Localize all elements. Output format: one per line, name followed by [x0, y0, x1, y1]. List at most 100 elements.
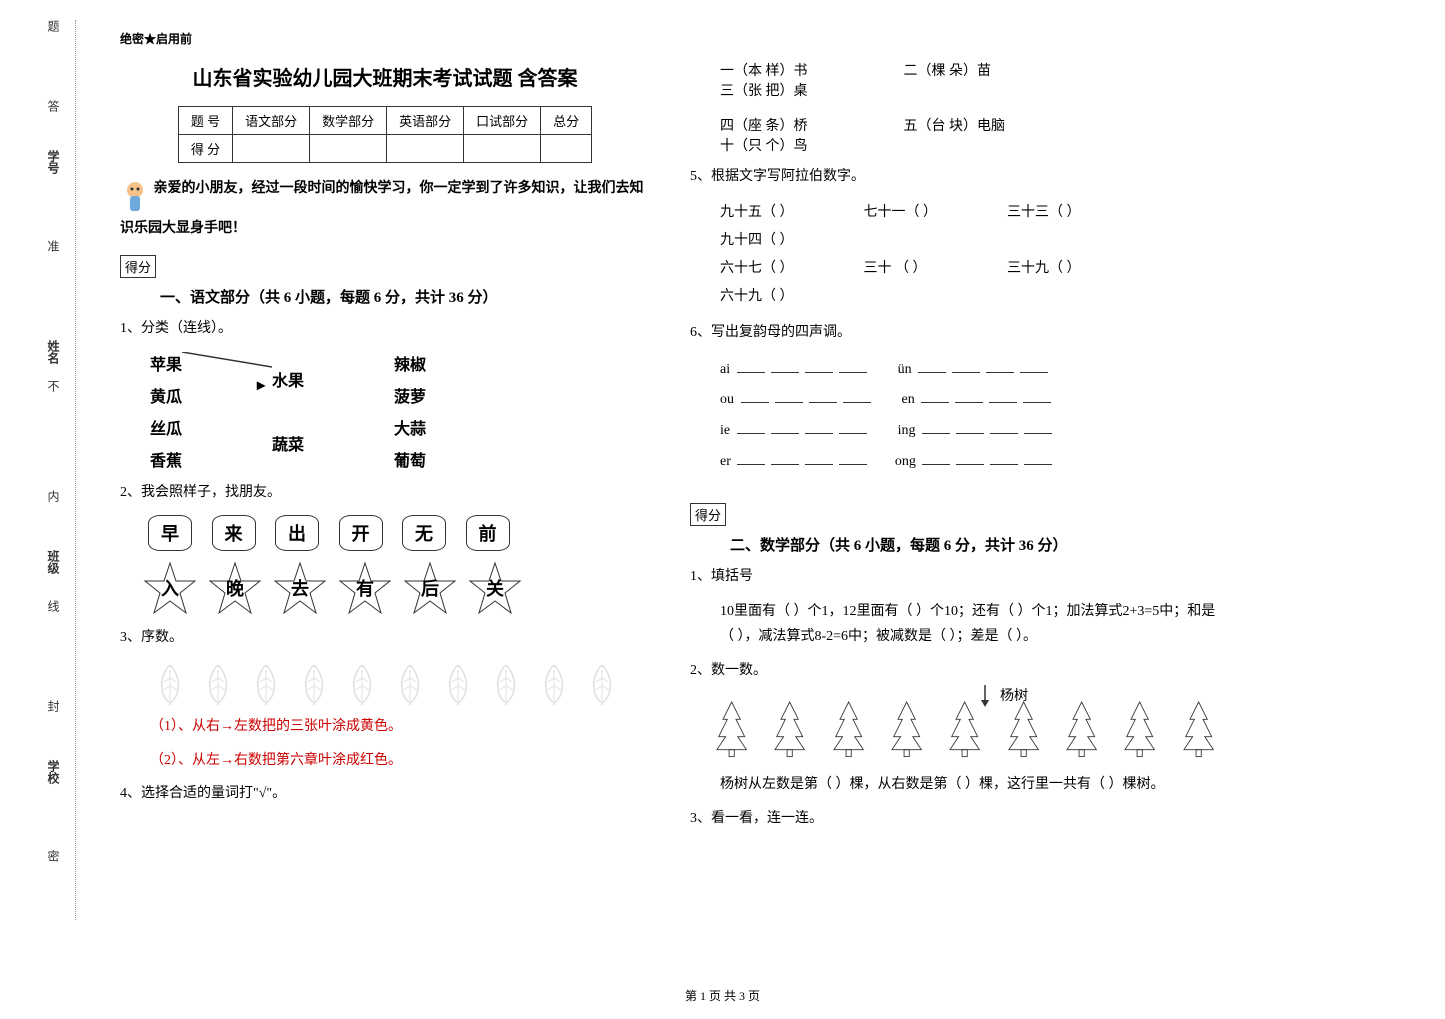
binding-margin: 题 答 学号 准 姓名 不 内 班级 线 封 学校 密 — [45, 20, 85, 920]
arrow-icon: ▸ — [257, 375, 265, 395]
num-item: 七十一（ ） — [864, 199, 1004, 227]
q1-item: 丝瓜 — [150, 415, 182, 439]
star-label: 去 — [291, 575, 309, 601]
intro-content: 亲爱的小朋友，经过一段时间的愉快学习，你一定学到了许多知识，让我们去知识乐园大显… — [120, 181, 644, 236]
binding-label: 学号 — [45, 150, 62, 174]
page-footer: 第 1 页 共 3 页 — [0, 987, 1445, 1004]
score-box-wrapper: 得分 — [120, 255, 650, 278]
blank — [805, 451, 833, 465]
table-row: 题 号 语文部分 数学部分 英语部分 口试部分 总分 — [178, 107, 591, 135]
num-item: 九十四（ ） — [720, 227, 860, 255]
q3-label: 3、序数。 — [120, 626, 650, 650]
num-item: 九十五（ ） — [720, 199, 860, 227]
star-char: 后 — [400, 561, 460, 616]
score-cell — [310, 135, 387, 163]
leaf-icon — [342, 660, 382, 705]
q2-top-row: 早 来 出 开 无 前 — [140, 515, 650, 551]
blank — [922, 420, 950, 434]
q1-item: 辣椒 — [394, 351, 426, 375]
binding-dotted-line — [75, 20, 76, 920]
q1-item: 水果 ▸ — [272, 367, 304, 391]
q2-label: 2、我会照样子，找朋友。 — [120, 481, 650, 505]
score-cell — [387, 135, 464, 163]
blank — [809, 389, 837, 403]
blank — [839, 359, 867, 373]
score-cell: 得 分 — [178, 135, 232, 163]
star-char: 关 — [465, 561, 525, 616]
blank — [805, 420, 833, 434]
pinyin-row: ie ing — [720, 416, 1220, 447]
tree-icon — [1060, 693, 1103, 763]
star-char: 去 — [270, 561, 330, 616]
tree-container: 杨树 — [690, 693, 1220, 763]
score-cell — [233, 135, 310, 163]
binding-label: 答 — [45, 100, 62, 112]
leaf-icon — [582, 660, 622, 705]
pinyin-base: ie — [720, 423, 730, 438]
secret-label: 绝密★启用前 — [120, 30, 650, 47]
star-char: 有 — [335, 561, 395, 616]
q1-mid-col: 水果 ▸ 蔬菜 — [272, 351, 304, 471]
section1-title: 一、语文部分（共 6 小题，每题 6 分，共计 36 分） — [160, 286, 650, 307]
q3-sub2: （2）、从左→右数把第六章叶涂成红色。 — [150, 749, 650, 773]
binding-label: 学校 — [45, 760, 62, 784]
q4-row2: 四（座 条）桥 五（台 块）电脑 十（只 个）鸟 — [720, 115, 1220, 155]
score-cell — [464, 135, 541, 163]
tree-icon — [710, 693, 753, 763]
tree-label: 杨树 — [1000, 685, 1028, 705]
pinyin-row: ai ün — [720, 355, 1220, 386]
blank — [990, 420, 1018, 434]
connect-line-icon — [182, 352, 272, 372]
q1-label: 1、分类（连线）。 — [120, 317, 650, 341]
blank — [771, 359, 799, 373]
tree-icon — [885, 693, 928, 763]
q5-row2: 六十七（ ） 三十 （ ） 三十九（ ） 六十九（ ） — [720, 255, 1220, 311]
measure-item: 二（棵 朵）苗 — [904, 60, 1084, 80]
blank — [771, 451, 799, 465]
star-char: 入 — [140, 561, 200, 616]
tree-icon — [768, 693, 811, 763]
q3-sub1: （1）、从右→左数把的三张叶涂成黄色。 — [150, 715, 650, 739]
leaf-icon — [150, 660, 190, 705]
blank — [771, 420, 799, 434]
q1-right-col: 辣椒 菠萝 大蒜 葡萄 — [394, 351, 426, 471]
q1-connect-grid: 苹果 黄瓜 丝瓜 香蕉 水果 ▸ 蔬菜 辣椒 菠萝 大蒜 葡萄 — [150, 351, 650, 471]
s2q1-text: 10里面有（ ）个1，12里面有（ ）个10；还有（ ）个1；加法算式2+3=5… — [720, 599, 1220, 649]
blank — [956, 451, 984, 465]
binding-label: 姓名 — [45, 340, 62, 364]
blank — [986, 359, 1014, 373]
s2q1-label: 1、填括号 — [690, 565, 1220, 589]
binding-label: 准 — [45, 240, 62, 252]
left-column: 绝密★启用前 山东省实验幼儿园大班期末考试试题 含答案 题 号 语文部分 数学部… — [100, 30, 670, 950]
s2q3-label: 3、看一看，连一连。 — [690, 807, 1220, 831]
q2-bottom-row: 入 晚 去 有 后 关 — [140, 561, 650, 616]
binding-label: 不 — [45, 380, 62, 392]
leaf-icon — [294, 660, 334, 705]
score-box: 得分 — [690, 503, 726, 526]
score-header: 英语部分 — [387, 107, 464, 135]
measure-item: 三（张 把）桌 — [720, 80, 900, 100]
char-box: 开 — [339, 515, 383, 551]
star-label: 有 — [356, 575, 374, 601]
score-box: 得分 — [120, 255, 156, 278]
pinyin-base: ün — [898, 362, 912, 377]
exam-title: 山东省实验幼儿园大班期末考试试题 含答案 — [120, 62, 650, 91]
q1-item: 苹果 — [150, 351, 182, 375]
blank — [918, 359, 946, 373]
blank — [1020, 359, 1048, 373]
q1-item: 黄瓜 — [150, 383, 182, 407]
measure-item: 四（座 条）桥 — [720, 115, 900, 135]
blank — [775, 389, 803, 403]
arrow-down-icon — [970, 685, 1000, 710]
q4-row1: 一（本 样）书 二（棵 朵）苗 三（张 把）桌 — [720, 60, 1220, 100]
pinyin-base: ong — [895, 454, 916, 469]
blank — [737, 359, 765, 373]
blank — [843, 389, 871, 403]
char-box: 来 — [212, 515, 256, 551]
q5-label: 5、根据文字写阿拉伯数字。 — [690, 165, 1220, 189]
intro-text: 亲爱的小朋友，经过一段时间的愉快学习，你一定学到了许多知识，让我们去知识乐园大显… — [120, 178, 650, 240]
char-box: 早 — [148, 515, 192, 551]
num-item: 六十七（ ） — [720, 255, 860, 283]
q1-item: 大蒜 — [394, 415, 426, 439]
score-box-wrapper: 得分 — [690, 503, 1220, 526]
